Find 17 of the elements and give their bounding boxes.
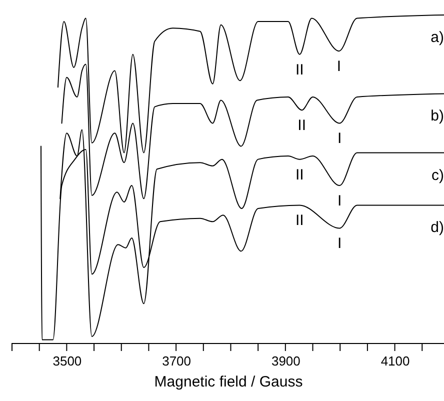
x-tick-label: 3900 [271,354,300,368]
annotation: I [337,192,342,210]
x-tick-label: 3500 [52,354,82,368]
annotation: II [295,212,304,230]
series-label: a) [430,29,444,46]
series-label: b) [430,108,444,125]
x-tick-label: 4100 [380,354,410,368]
x-tick-label: 3700 [162,354,192,368]
annotation: II [295,166,304,184]
annotation: I [336,58,342,76]
x-axis-title: Magnetic field / Gauss [154,374,303,390]
annotation: II [295,61,304,78]
annotation: I [337,130,342,148]
series-label: d) [430,219,444,236]
annotation: II [298,117,306,134]
series-label: c) [432,166,444,184]
annotation: I [337,235,342,252]
